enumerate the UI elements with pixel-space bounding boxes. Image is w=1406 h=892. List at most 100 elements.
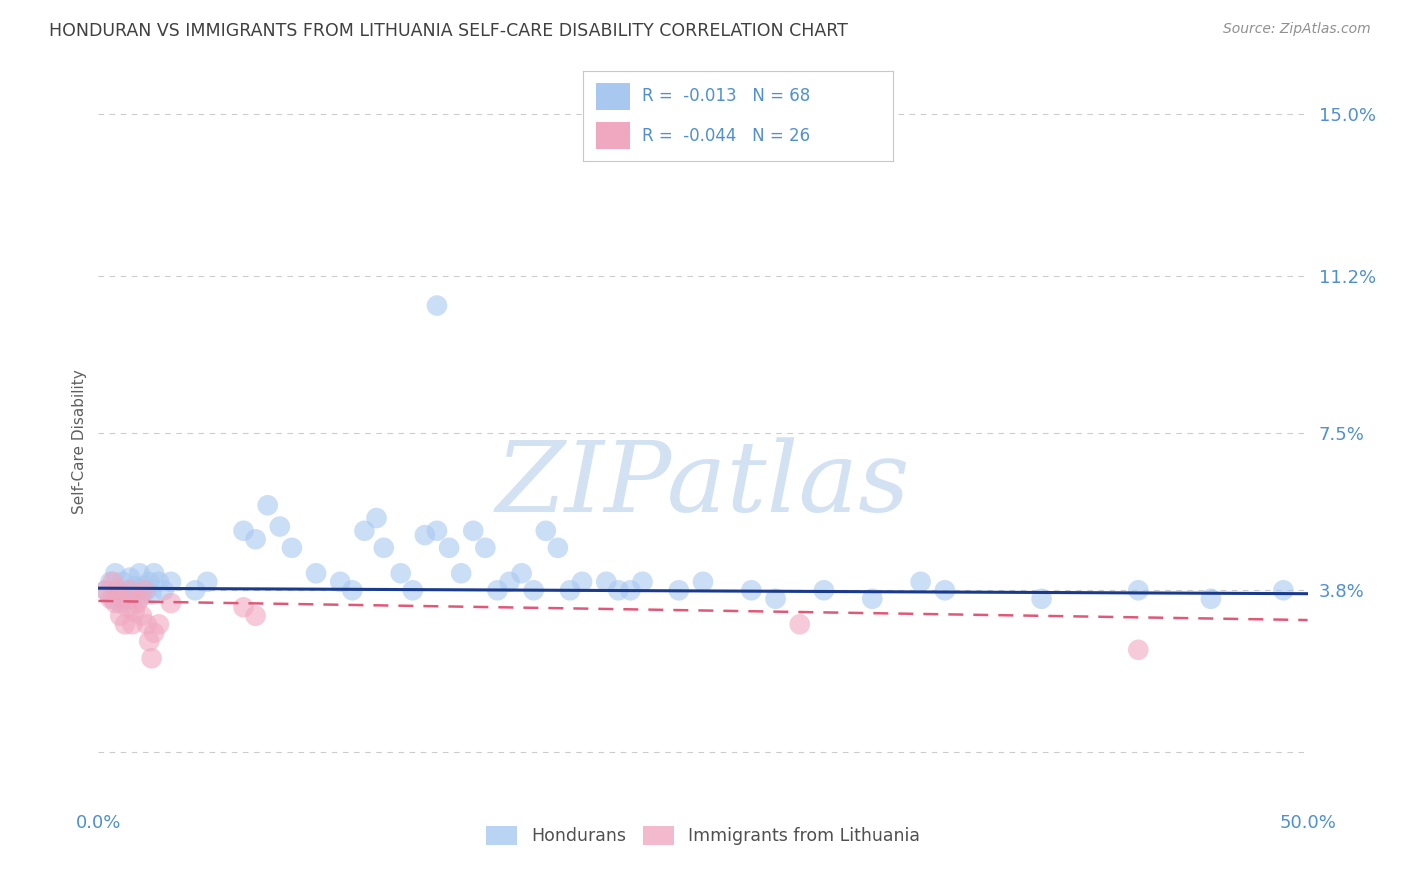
Point xyxy=(141,651,163,665)
Y-axis label: Self-Care Disability: Self-Care Disability xyxy=(72,369,87,514)
Point xyxy=(765,591,787,606)
Point xyxy=(184,583,207,598)
Point xyxy=(121,617,143,632)
Point xyxy=(107,583,129,598)
Point xyxy=(740,583,762,598)
Bar xyxy=(596,83,630,110)
Point xyxy=(558,583,581,598)
Point xyxy=(108,608,131,623)
Point xyxy=(100,591,122,606)
Legend: Hondurans, Immigrants from Lithuania: Hondurans, Immigrants from Lithuania xyxy=(478,819,928,852)
Point xyxy=(104,566,127,581)
Point xyxy=(118,583,141,598)
Point xyxy=(128,591,150,606)
Point xyxy=(534,524,557,538)
Point xyxy=(148,574,170,589)
Point xyxy=(402,583,425,598)
Point xyxy=(860,591,883,606)
Point xyxy=(138,574,160,589)
Point xyxy=(789,617,811,632)
Point xyxy=(135,583,157,598)
Point xyxy=(595,574,617,589)
Point xyxy=(135,617,157,632)
Point xyxy=(342,583,364,598)
Point xyxy=(152,583,174,598)
Point xyxy=(94,583,117,598)
Point xyxy=(232,600,254,615)
Point xyxy=(100,574,122,589)
Point xyxy=(523,583,546,598)
Point xyxy=(547,541,569,555)
Point xyxy=(245,608,267,623)
Point xyxy=(426,299,449,313)
Text: ZIPatlas: ZIPatlas xyxy=(496,437,910,533)
Point xyxy=(498,574,520,589)
Point xyxy=(934,583,956,598)
Point xyxy=(692,574,714,589)
Point xyxy=(114,588,136,602)
Point xyxy=(111,591,134,606)
Point xyxy=(117,583,139,598)
Point xyxy=(373,541,395,555)
Point xyxy=(143,566,166,581)
Point xyxy=(437,541,460,555)
Point xyxy=(148,617,170,632)
Point xyxy=(269,519,291,533)
Point xyxy=(353,524,375,538)
Point xyxy=(631,574,654,589)
Point xyxy=(245,533,267,547)
Point xyxy=(305,566,328,581)
Point xyxy=(128,566,150,581)
Point xyxy=(141,588,163,602)
Point xyxy=(143,625,166,640)
Point xyxy=(463,524,485,538)
Point xyxy=(160,596,183,610)
Point xyxy=(619,583,641,598)
Point xyxy=(256,498,278,512)
Point xyxy=(910,574,932,589)
Point xyxy=(124,579,146,593)
Point xyxy=(1031,591,1053,606)
Point xyxy=(138,634,160,648)
Text: R =  -0.044   N = 26: R = -0.044 N = 26 xyxy=(643,127,810,145)
Point xyxy=(107,583,129,598)
Point xyxy=(134,579,156,593)
Point xyxy=(571,574,593,589)
Point xyxy=(366,511,388,525)
Point xyxy=(131,608,153,623)
Point xyxy=(124,605,146,619)
Text: HONDURAN VS IMMIGRANTS FROM LITHUANIA SELF-CARE DISABILITY CORRELATION CHART: HONDURAN VS IMMIGRANTS FROM LITHUANIA SE… xyxy=(49,22,848,40)
Point xyxy=(413,528,436,542)
Point xyxy=(108,596,131,610)
Point xyxy=(607,583,630,598)
Point xyxy=(281,541,304,555)
Point xyxy=(486,583,509,598)
Point xyxy=(114,617,136,632)
Point xyxy=(474,541,496,555)
Text: Source: ZipAtlas.com: Source: ZipAtlas.com xyxy=(1223,22,1371,37)
Point xyxy=(121,591,143,606)
Point xyxy=(1128,583,1150,598)
Point xyxy=(195,574,218,589)
Point xyxy=(1199,591,1222,606)
Point xyxy=(101,574,124,589)
Point xyxy=(1272,583,1295,598)
Point xyxy=(426,524,449,538)
Point xyxy=(510,566,533,581)
Point xyxy=(94,583,117,598)
Point xyxy=(232,524,254,538)
Point xyxy=(104,596,127,610)
Point xyxy=(134,583,156,598)
Text: R =  -0.013   N = 68: R = -0.013 N = 68 xyxy=(643,87,810,105)
Point xyxy=(117,600,139,615)
Point xyxy=(127,596,149,610)
Point xyxy=(668,583,690,598)
Point xyxy=(813,583,835,598)
Point xyxy=(329,574,352,589)
Point xyxy=(111,574,134,589)
Point xyxy=(118,570,141,584)
Point xyxy=(450,566,472,581)
Point xyxy=(131,588,153,602)
Bar xyxy=(596,122,630,149)
Point xyxy=(1128,642,1150,657)
